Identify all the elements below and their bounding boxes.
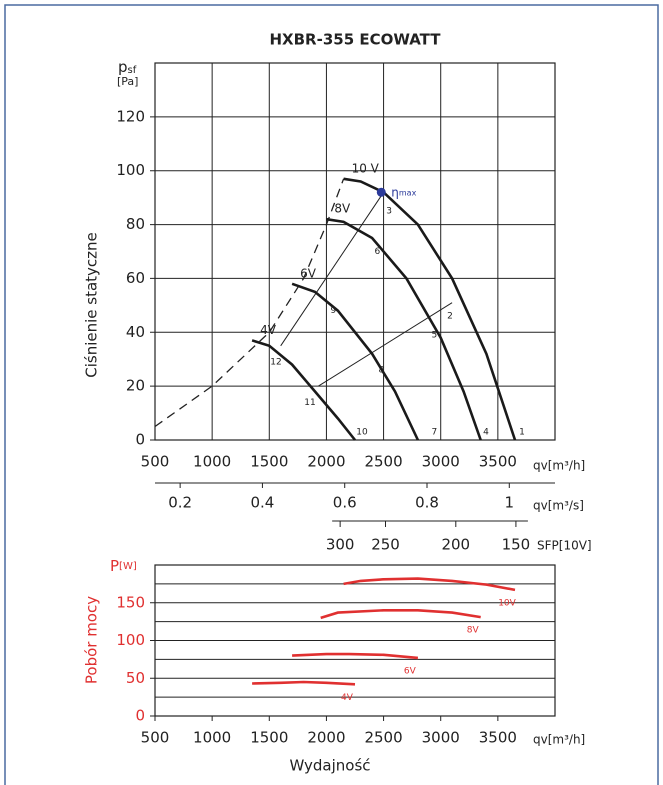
x-tick-label: 500 bbox=[141, 453, 170, 471]
y-unit: P[W] bbox=[110, 557, 137, 575]
point-label: 5 bbox=[432, 330, 438, 340]
y-axis-title: Pobór mocy bbox=[83, 596, 101, 684]
x-tick-label: 1000 bbox=[193, 729, 231, 747]
eta-symbol: η bbox=[391, 185, 399, 199]
x-tick-label: 3500 bbox=[479, 453, 517, 471]
curve-label: 8V bbox=[467, 626, 480, 636]
sfp-tick-label: 300 bbox=[326, 536, 355, 554]
point-label: 10 bbox=[356, 427, 368, 437]
curve bbox=[291, 282, 420, 441]
curve bbox=[292, 652, 419, 660]
y-symbol-sub: sf bbox=[128, 65, 137, 76]
point-label: 4 bbox=[483, 427, 489, 437]
y-tick-label: 50 bbox=[126, 669, 145, 687]
curve bbox=[252, 680, 356, 686]
curve-label: 10V bbox=[498, 598, 516, 608]
curve bbox=[343, 177, 517, 441]
curve bbox=[326, 217, 482, 441]
eta-max-label: ηmax bbox=[391, 185, 416, 199]
curve-label: 8V bbox=[334, 202, 351, 216]
y-tick-label: 20 bbox=[126, 377, 145, 395]
y-tick-label: 120 bbox=[116, 107, 145, 125]
point-label: 11 bbox=[304, 398, 315, 408]
sfp-unit: SFP[10V] bbox=[537, 539, 592, 553]
point-label: 7 bbox=[432, 427, 438, 437]
y-tick-label: 0 bbox=[135, 431, 145, 449]
x2-tick-label: 0.2 bbox=[168, 494, 192, 512]
point-label: 8 bbox=[379, 365, 385, 375]
curve-label: 6V bbox=[300, 266, 317, 280]
sfp-tick-label: 250 bbox=[371, 536, 400, 554]
point-label: 3 bbox=[386, 207, 392, 217]
x-tick-label: 1500 bbox=[250, 453, 288, 471]
point-label: 1 bbox=[519, 427, 525, 437]
point-label: 12 bbox=[270, 357, 281, 367]
sfp-tick-label: 150 bbox=[502, 536, 531, 554]
point-label: 9 bbox=[331, 306, 337, 316]
y-unit-text: [W] bbox=[119, 561, 137, 572]
point-label: 6 bbox=[375, 247, 381, 257]
frame bbox=[4, 4, 659, 785]
point-label: 2 bbox=[447, 312, 453, 322]
x-tick-label: 3000 bbox=[422, 453, 460, 471]
y-tick-label: 40 bbox=[126, 323, 145, 341]
y-symbol: p bbox=[118, 58, 128, 76]
x2-tick-label: 0.4 bbox=[250, 494, 274, 512]
y-tick-label: 100 bbox=[116, 631, 145, 649]
chart-title: HXBR-355 ECOWATT bbox=[270, 31, 442, 49]
y-tick-label: 100 bbox=[116, 161, 145, 179]
x2-tick-label: 0.6 bbox=[333, 494, 357, 512]
x2-tick-label: 0.8 bbox=[415, 494, 439, 512]
x2-unit: qv[m³/s] bbox=[533, 499, 584, 513]
curve-label: 6V bbox=[404, 666, 417, 676]
x2-tick-label: 1 bbox=[505, 494, 515, 512]
system-line bbox=[280, 192, 385, 347]
y-tick-label: 0 bbox=[135, 707, 145, 725]
x-tick-label: 3000 bbox=[422, 729, 460, 747]
y-tick-label: 80 bbox=[126, 215, 145, 233]
x-tick-label: 2500 bbox=[364, 729, 402, 747]
curve-label: 4V bbox=[341, 693, 354, 703]
curve-label: 10 V bbox=[352, 161, 380, 175]
x-tick-label: 2000 bbox=[307, 729, 345, 747]
sfp-tick-label: 200 bbox=[441, 536, 470, 554]
x-tick-label: 500 bbox=[141, 729, 170, 747]
y-axis-title: Ciśnienie statyczne bbox=[83, 232, 101, 378]
y-tick-label: 150 bbox=[116, 593, 145, 611]
curve bbox=[251, 339, 357, 441]
eta-sub: max bbox=[399, 188, 417, 197]
x-axis-title: Wydajność bbox=[289, 757, 370, 775]
x-unit: qv[m³/h] bbox=[533, 459, 585, 473]
x-tick-label: 1000 bbox=[193, 453, 231, 471]
x-unit: qv[m³/h] bbox=[533, 733, 585, 747]
curve bbox=[320, 609, 481, 620]
curve-label: 4V bbox=[260, 323, 277, 337]
eta-max-point bbox=[376, 187, 386, 197]
curve bbox=[343, 577, 516, 592]
x-tick-label: 2000 bbox=[307, 453, 345, 471]
x-tick-label: 2500 bbox=[364, 453, 402, 471]
y-symbol: P bbox=[110, 557, 119, 575]
y-unit: [Pa] bbox=[117, 75, 138, 88]
boundary-line bbox=[154, 178, 345, 428]
y-unit: psf bbox=[118, 58, 137, 77]
x-tick-label: 1500 bbox=[250, 729, 288, 747]
x-tick-label: 3500 bbox=[479, 729, 517, 747]
y-tick-label: 60 bbox=[126, 269, 145, 287]
